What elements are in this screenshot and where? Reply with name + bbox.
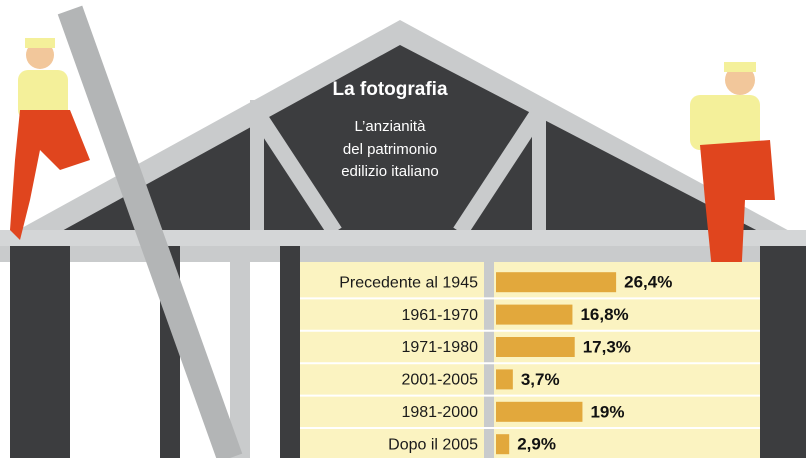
value-label: 26,4%	[624, 273, 672, 292]
bar	[496, 337, 575, 357]
value-label: 17,3%	[583, 337, 631, 356]
beam	[0, 230, 806, 246]
category-label: 2001-2005	[401, 372, 478, 389]
category-label: Dopo il 2005	[388, 436, 478, 453]
wall	[760, 246, 806, 458]
value-label: 16,8%	[580, 305, 628, 324]
bar	[496, 272, 616, 292]
subtitle: edilizio italiano	[341, 163, 439, 180]
page: La fotografia L’anzianità del patrimonio…	[0, 0, 806, 458]
chart: La fotografia L’anzianità del patrimonio…	[0, 0, 806, 458]
post	[230, 246, 250, 458]
category-label: 1971-1980	[401, 339, 478, 356]
post	[532, 100, 546, 240]
value-label: 2,9%	[517, 435, 556, 454]
bar	[496, 402, 582, 422]
post	[250, 100, 264, 240]
bar	[496, 434, 509, 454]
subtitle: L’anzianità	[355, 118, 427, 135]
roof-inner	[60, 45, 760, 232]
wall	[280, 246, 300, 458]
chart-title: La fotografia	[332, 79, 447, 100]
wall	[10, 246, 70, 458]
subtitle: del patrimonio	[343, 141, 437, 158]
category-label: Precedente al 1945	[339, 274, 478, 291]
bar	[496, 305, 572, 325]
bar	[496, 369, 513, 389]
category-label: 1961-1970	[401, 307, 478, 324]
value-label: 3,7%	[521, 370, 560, 389]
value-label: 19%	[590, 402, 624, 421]
category-label: 1981-2000	[401, 404, 478, 421]
